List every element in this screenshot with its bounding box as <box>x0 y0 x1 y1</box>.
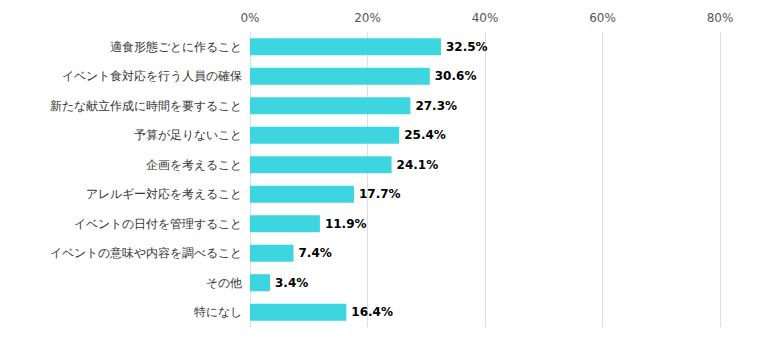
svg-text:その他: その他 <box>206 276 242 290</box>
svg-text:32.5%: 32.5% <box>446 40 488 54</box>
svg-text:イベントの日付を管理すること: イベントの日付を管理すること <box>74 217 242 231</box>
svg-text:30.6%: 30.6% <box>435 69 477 83</box>
svg-text:新たな献立作成に時間を要すること: 新たな献立作成に時間を要すること <box>50 99 242 113</box>
svg-text:40%: 40% <box>472 11 499 25</box>
svg-text:適食形態ごとに作ること: 適食形態ごとに作ること <box>110 40 242 54</box>
svg-text:7.4%: 7.4% <box>298 246 331 260</box>
svg-text:60%: 60% <box>589 11 616 25</box>
svg-text:企画を考えること: 企画を考えること <box>146 158 242 172</box>
svg-text:0%: 0% <box>240 11 259 25</box>
svg-text:アレルギー対応を考えること: アレルギー対応を考えること <box>86 187 242 201</box>
svg-text:イベントの意味や内容を調べること: イベントの意味や内容を調べること <box>50 246 242 260</box>
svg-text:11.9%: 11.9% <box>325 217 367 231</box>
svg-text:20%: 20% <box>354 11 381 25</box>
svg-text:27.3%: 27.3% <box>415 99 457 113</box>
svg-text:24.1%: 24.1% <box>397 158 439 172</box>
svg-text:16.4%: 16.4% <box>351 305 393 319</box>
svg-text:特になし: 特になし <box>194 305 242 319</box>
svg-text:25.4%: 25.4% <box>404 128 446 142</box>
svg-text:3.4%: 3.4% <box>275 276 308 290</box>
svg-text:80%: 80% <box>707 11 734 25</box>
svg-text:予算が足りないこと: 予算が足りないこと <box>134 128 242 142</box>
svg-text:17.7%: 17.7% <box>359 187 401 201</box>
svg-text:イベント食対応を行う人員の確保: イベント食対応を行う人員の確保 <box>62 69 242 83</box>
